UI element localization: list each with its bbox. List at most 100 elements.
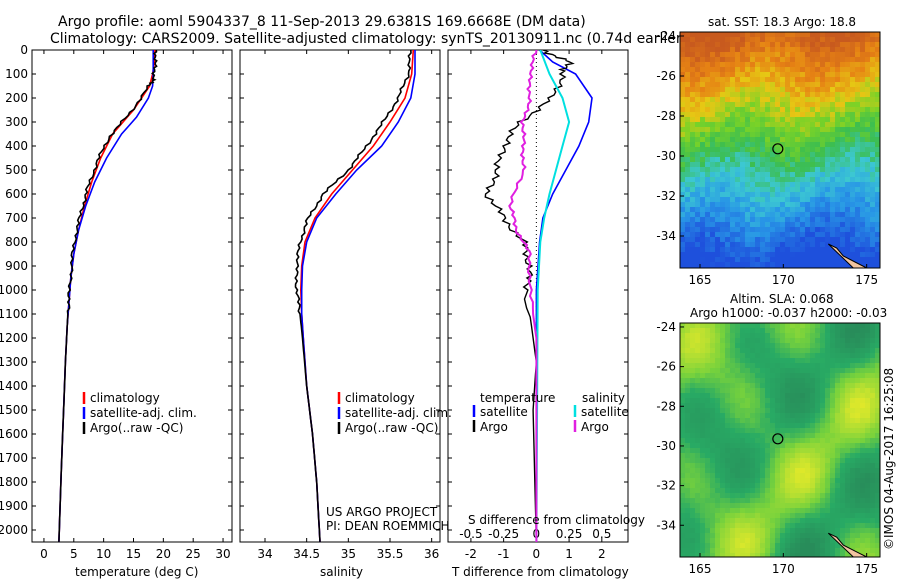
sst-cell (795, 37, 801, 43)
sst-cell (685, 107, 691, 113)
sla-cell (735, 378, 741, 384)
sla-cell (760, 468, 766, 474)
sla-cell (720, 423, 726, 429)
sst-cell (870, 32, 876, 38)
sst-cell (700, 202, 706, 208)
sla-cell (860, 328, 866, 334)
sst-cell (835, 122, 841, 128)
sla-cell (705, 343, 711, 349)
sla-cell (700, 478, 706, 484)
sst-cell (815, 187, 821, 193)
sla-cell (810, 553, 816, 557)
sst-cell (700, 177, 706, 183)
sst-cell (720, 62, 726, 68)
sst-cell (710, 222, 716, 228)
sla-cell (735, 383, 741, 389)
sst-cell (875, 232, 880, 238)
sst-cell (820, 92, 826, 98)
sst-cell (800, 132, 806, 138)
sla-cell (705, 378, 711, 384)
sst-cell (715, 62, 721, 68)
sst-cell (745, 222, 751, 228)
sla-cell (710, 388, 716, 394)
sla-cell (725, 343, 731, 349)
sst-cell (825, 67, 831, 73)
sla-cell (760, 493, 766, 499)
sst-cell (770, 247, 776, 253)
sst-cell (700, 37, 706, 43)
sla-cell (700, 463, 706, 469)
sst-cell (775, 207, 781, 213)
sst-cell (825, 62, 831, 68)
sla-cell (815, 543, 821, 549)
sla-cell (785, 368, 791, 374)
sla-cell (865, 458, 871, 464)
sst-cell (865, 202, 871, 208)
sst-cell (825, 172, 831, 178)
sst-cell (865, 57, 871, 63)
sla-cell (790, 538, 796, 544)
sla-cell (835, 403, 841, 409)
sst-cell (870, 47, 876, 53)
sst-cell (820, 112, 826, 118)
sla-cell (815, 513, 821, 519)
sst-cell (735, 142, 741, 148)
sla-cell (875, 443, 880, 449)
sst-cell (765, 212, 771, 218)
sst-cell (725, 92, 731, 98)
sla-cell (775, 488, 781, 494)
sla-cell (830, 503, 836, 509)
sla-cell (680, 428, 686, 434)
sst-cell (815, 227, 821, 233)
sla-cell (805, 518, 811, 524)
sst-cell (705, 47, 711, 53)
sla-cell (875, 413, 880, 419)
sla-cell (725, 453, 731, 459)
sla-cell (770, 463, 776, 469)
sla-cell (870, 328, 876, 334)
sst-cell (805, 217, 811, 223)
sst-cell (850, 87, 856, 93)
sst-cell (815, 247, 821, 253)
sla-cell (755, 448, 761, 454)
sst-cell (875, 112, 880, 118)
sst-cell (830, 97, 836, 103)
sst-cell (780, 77, 786, 83)
sla-cell (865, 523, 871, 529)
sst-cell (760, 247, 766, 253)
sst-cell (875, 162, 880, 168)
sst-cell (770, 32, 776, 38)
sst-cell (750, 227, 756, 233)
sla-cell (715, 438, 721, 444)
sst-cell (700, 112, 706, 118)
sla-cell (750, 368, 756, 374)
sla-cell (820, 403, 826, 409)
salinity-panel (239, 49, 441, 543)
sst-cell (810, 167, 816, 173)
sst-cell (750, 162, 756, 168)
sla-cell (780, 408, 786, 414)
sla-cell (770, 513, 776, 519)
sla-cell (840, 553, 846, 557)
sst-cell (710, 192, 716, 198)
depth-tick-label: 100 (5, 67, 28, 81)
sst-cell (840, 102, 846, 108)
sst-cell (755, 247, 761, 253)
sla-cell (825, 338, 831, 344)
sla-cell (875, 348, 880, 354)
sla-cell (860, 418, 866, 424)
sla-cell (700, 338, 706, 344)
sla-cell (750, 453, 756, 459)
sla-cell (815, 383, 821, 389)
sst-cell (865, 42, 871, 48)
sla-cell (830, 443, 836, 449)
sst-cell (780, 197, 786, 203)
sla-cell (765, 323, 771, 329)
sla-cell (875, 518, 880, 524)
sla-cell (745, 508, 751, 514)
sla-cell (755, 483, 761, 489)
sst-cell (775, 107, 781, 113)
sst-cell (820, 127, 826, 133)
depth-tick-label: 600 (5, 187, 28, 201)
sst-cell (835, 142, 841, 148)
